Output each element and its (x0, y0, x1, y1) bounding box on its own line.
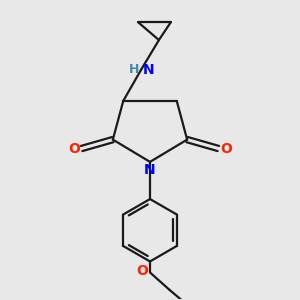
Text: N: N (144, 164, 156, 177)
Text: N: N (142, 63, 154, 77)
Text: H: H (129, 63, 140, 76)
Text: O: O (220, 142, 232, 155)
Text: O: O (68, 142, 80, 155)
Text: O: O (136, 264, 148, 278)
